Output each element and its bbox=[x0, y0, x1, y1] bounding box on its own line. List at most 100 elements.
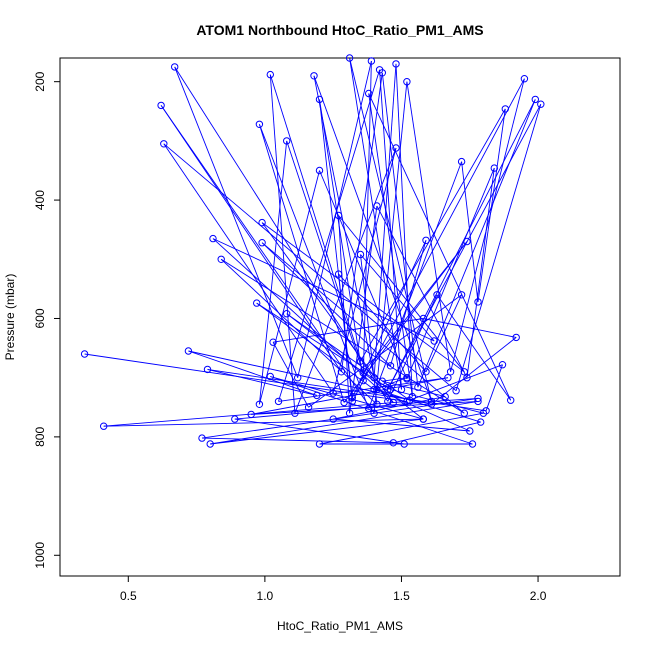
series-line-segment bbox=[234, 400, 432, 420]
series-line-segment bbox=[220, 258, 378, 405]
data-point bbox=[100, 422, 108, 430]
data-point bbox=[370, 374, 378, 382]
series-line-segment bbox=[201, 437, 394, 444]
data-point bbox=[209, 234, 217, 243]
series-line-segment bbox=[319, 412, 484, 445]
series-line-segment bbox=[431, 397, 479, 402]
series-line-segment bbox=[450, 78, 525, 372]
data-point bbox=[378, 377, 386, 385]
data-point bbox=[359, 369, 367, 377]
series-line-segment bbox=[278, 69, 381, 402]
series-lines bbox=[84, 57, 542, 445]
series-line-segment bbox=[188, 350, 317, 396]
series-line-segment bbox=[269, 74, 296, 414]
x-axis: 0.5 1.0 1.5 2.0 bbox=[120, 576, 547, 603]
data-point bbox=[269, 338, 277, 346]
series-line-segment bbox=[455, 104, 542, 391]
data-point bbox=[258, 218, 266, 227]
data-point bbox=[283, 137, 291, 145]
series-line-segment bbox=[382, 377, 407, 382]
series-line-segment bbox=[258, 170, 320, 405]
series-line-segment bbox=[220, 258, 465, 414]
series-line-segment bbox=[319, 99, 364, 381]
series-line-segment bbox=[477, 108, 506, 302]
series-line-segment bbox=[210, 400, 479, 445]
data-point bbox=[463, 374, 471, 382]
data-point bbox=[247, 410, 255, 419]
data-point bbox=[310, 72, 318, 80]
data-point bbox=[217, 255, 225, 263]
data-point bbox=[520, 75, 529, 83]
series-line-segment bbox=[212, 238, 435, 342]
data-point bbox=[206, 440, 214, 448]
data-point bbox=[531, 95, 539, 104]
data-point bbox=[365, 89, 373, 98]
series-line-segment bbox=[273, 318, 424, 343]
x-tick-label: 1.5 bbox=[393, 589, 410, 603]
series-line-segment bbox=[258, 124, 345, 403]
series-line-segment bbox=[360, 108, 506, 362]
data-point bbox=[373, 400, 381, 408]
data-point bbox=[291, 409, 299, 417]
series-line-segment bbox=[381, 72, 419, 388]
data-point bbox=[378, 69, 386, 77]
data-point bbox=[345, 409, 354, 417]
data-point bbox=[474, 298, 482, 306]
data-point bbox=[419, 314, 427, 323]
data-point bbox=[253, 299, 261, 307]
data-point bbox=[392, 60, 400, 68]
data-point bbox=[477, 418, 485, 426]
data-point bbox=[406, 396, 414, 404]
data-point bbox=[433, 291, 441, 299]
series-line-segment bbox=[351, 240, 427, 398]
data-point bbox=[389, 439, 397, 447]
data-point bbox=[283, 310, 291, 318]
data-point bbox=[203, 365, 212, 374]
data-point bbox=[315, 440, 324, 448]
data-point bbox=[345, 54, 354, 62]
data-point bbox=[460, 409, 468, 417]
series-line-segment bbox=[436, 294, 512, 401]
series-line-segment bbox=[270, 376, 424, 420]
data-point bbox=[457, 157, 466, 166]
data-point bbox=[373, 385, 381, 394]
series-line-segment bbox=[368, 161, 463, 409]
data-point bbox=[501, 105, 509, 113]
data-point bbox=[389, 398, 397, 407]
series-line-segment bbox=[376, 389, 470, 432]
data-point bbox=[457, 291, 466, 299]
data-point bbox=[479, 409, 488, 417]
data-point bbox=[348, 397, 356, 406]
data-point bbox=[334, 211, 343, 220]
data-point bbox=[400, 440, 408, 448]
series-line-segment bbox=[425, 294, 463, 372]
data-point bbox=[348, 394, 356, 402]
series-line-segment bbox=[261, 222, 394, 403]
series-line-segment bbox=[461, 161, 479, 302]
y-tick-label: 800 bbox=[33, 427, 47, 447]
data-point bbox=[507, 396, 515, 404]
series-line-segment bbox=[395, 63, 413, 397]
data-point bbox=[231, 415, 239, 423]
series-line-segment bbox=[417, 99, 536, 388]
data-point bbox=[384, 385, 392, 394]
data-point bbox=[171, 63, 179, 71]
data-point bbox=[490, 164, 498, 172]
chart-title: ATOM1 Northbound HtoC_Ratio_PM1_AMS bbox=[196, 22, 483, 38]
series-line-segment bbox=[387, 99, 536, 390]
data-point bbox=[466, 427, 474, 435]
data-point bbox=[474, 397, 482, 406]
data-point bbox=[460, 368, 468, 376]
series-line-segment bbox=[338, 273, 427, 373]
data-point bbox=[329, 415, 337, 423]
data-point bbox=[266, 372, 274, 381]
data-point bbox=[356, 250, 365, 259]
data-point bbox=[370, 385, 378, 394]
data-point bbox=[512, 333, 520, 342]
data-point bbox=[537, 100, 545, 108]
data-point bbox=[427, 400, 436, 408]
series-line-segment bbox=[409, 399, 481, 423]
series-line-segment bbox=[261, 242, 391, 367]
data-point bbox=[373, 202, 381, 210]
y-tick-label: 400 bbox=[33, 190, 47, 210]
